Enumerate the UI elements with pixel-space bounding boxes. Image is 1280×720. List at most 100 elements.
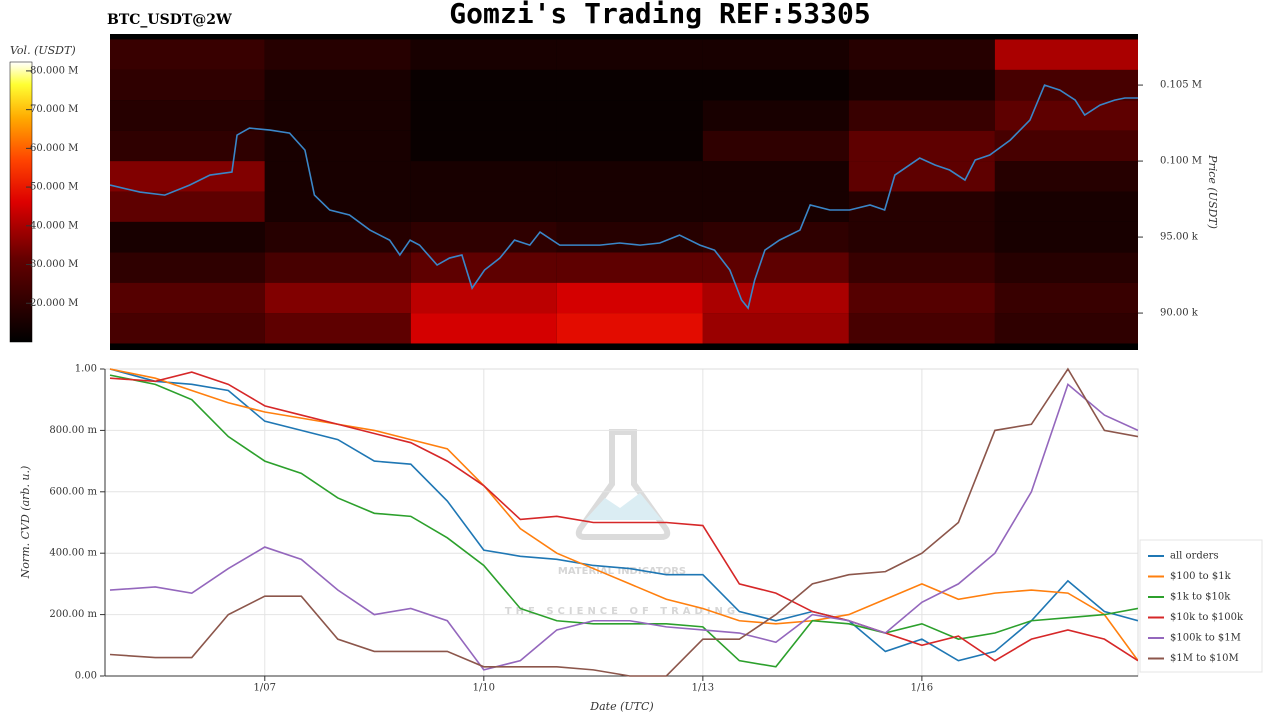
heat-cell [994, 130, 1138, 162]
heat-cell [994, 313, 1138, 344]
x-tick-label: 1/07 [254, 683, 276, 694]
x-tick-label: 1/10 [473, 683, 495, 694]
y-tick-label: 600.00 m [49, 486, 97, 497]
legend-label: $10k to $100k [1170, 612, 1244, 623]
line [109, 368, 1138, 662]
heat-cell [702, 130, 849, 162]
heat-cell [556, 313, 703, 344]
heat-cell [556, 130, 703, 162]
subtitle: BTC_USDT@2W [107, 12, 232, 28]
heat-cell [556, 69, 703, 101]
legend-label: $1k to $10k [1170, 592, 1231, 603]
heat-cell [848, 191, 995, 222]
heat-cell [556, 161, 703, 192]
colorbar [9, 61, 33, 343]
colorbar-tick-label: 70.000 M [30, 104, 78, 115]
heat-cell [410, 130, 557, 162]
heat-cell [848, 69, 995, 101]
heat-cell [702, 161, 849, 192]
heat-cell [264, 69, 411, 101]
heat-cell [264, 282, 411, 314]
heat-cell [556, 39, 703, 70]
y-tick-label: 400.00 m [49, 548, 97, 559]
watermark-logo [575, 429, 671, 540]
y-tick-label: 800.00 m [49, 425, 97, 436]
heat-cell [410, 282, 557, 314]
heat-cell [848, 130, 995, 162]
y-tick-label: 0.00 [75, 671, 97, 682]
heat-cell [994, 69, 1138, 101]
heat-cell [264, 39, 411, 70]
colorbar-label: Vol. (USDT) [10, 44, 76, 57]
legend-label: all orders [1170, 551, 1219, 562]
heat-cell [410, 69, 557, 101]
y-tick-label: 90.00 k [1160, 308, 1199, 319]
heat-cell [702, 313, 849, 344]
heat-cell [556, 191, 703, 222]
heat-cell [556, 221, 703, 253]
y-tick-label: 95.00 k [1160, 232, 1199, 243]
heat-cell [702, 282, 849, 314]
y-tick-label: 0.105 M [1160, 80, 1202, 91]
heat-cell [110, 69, 265, 101]
heat-cell [264, 252, 411, 283]
heat-cell [410, 39, 557, 70]
heat-cell [110, 252, 265, 283]
heat-cell [110, 100, 265, 131]
heat-cell [848, 282, 995, 314]
heat-cell [556, 252, 703, 283]
legend-box [1139, 539, 1263, 673]
y-tick-label: 0.100 M [1160, 156, 1202, 167]
legend-label: $100 to $1k [1170, 571, 1232, 582]
heat-cell [110, 130, 265, 162]
heat-cell [702, 221, 849, 253]
heat-cell [848, 313, 995, 344]
x-tick-label: 1/16 [911, 683, 933, 694]
heat-cell [994, 191, 1138, 222]
heat-cell [110, 282, 265, 314]
heat-cell [848, 100, 995, 131]
heat-cell [410, 252, 557, 283]
heat-cell [264, 130, 411, 162]
heat-cell [994, 221, 1138, 253]
y-axis-label: Norm. CVD (arb. u.) [19, 466, 32, 580]
watermark: MATERIAL INDICATORS [558, 566, 686, 577]
heat-cell [410, 313, 557, 344]
x-axis-label: Date (UTC) [589, 700, 653, 713]
colorbar-tick-label: 40.000 M [30, 220, 78, 231]
heat-cell [410, 191, 557, 222]
heat-cell [848, 39, 995, 70]
y-axis-label: Price (USDT) [1206, 154, 1219, 229]
heat-cell [264, 221, 411, 253]
heat-cell [994, 282, 1138, 314]
x-tick-label: 1/13 [692, 683, 714, 694]
colorbar-tick-label: 80.000 M [30, 65, 78, 76]
chart-title: Gomzi's Trading REF:53305 [449, 0, 870, 30]
heat-cell [702, 69, 849, 101]
heat-cell [994, 252, 1138, 283]
heat-cell [410, 221, 557, 253]
watermark: THE SCIENCE OF TRADING [505, 606, 739, 617]
heat-cell [264, 100, 411, 131]
heat-cell [110, 191, 265, 222]
heat-cell [702, 252, 849, 283]
heat-cell [410, 100, 557, 131]
heat-cell [264, 191, 411, 222]
heat-cell [110, 161, 265, 192]
colorbar-tick-label: 20.000 M [30, 298, 78, 309]
price-line [110, 84, 1138, 310]
plot-area [110, 34, 1138, 350]
colorbar-tick-label: 50.000 M [30, 182, 78, 193]
heat-cell [410, 161, 557, 192]
heat-cell [994, 39, 1138, 70]
heat-cell [702, 39, 849, 70]
line [109, 382, 1138, 671]
heat-cell [110, 39, 265, 70]
heat-cell [848, 252, 995, 283]
line [109, 368, 1138, 662]
heat-cell [264, 313, 411, 344]
heat-cell [110, 221, 265, 253]
heat-cell [556, 282, 703, 314]
line [109, 367, 1138, 677]
